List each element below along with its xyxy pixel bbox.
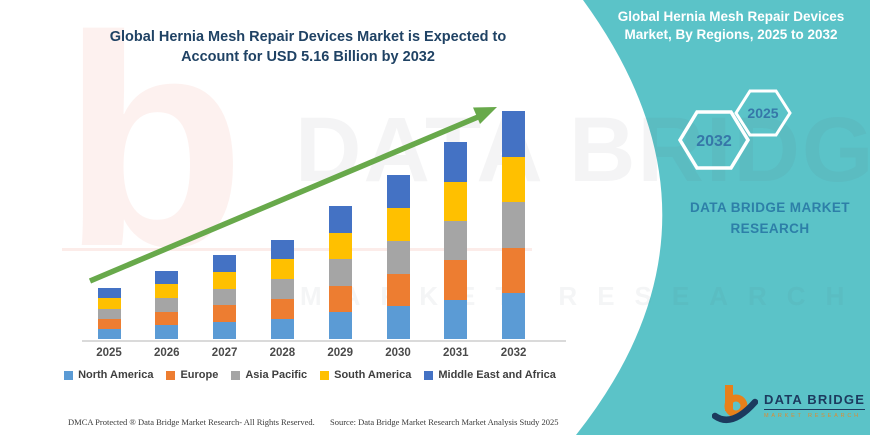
legend-swatch-europe: [166, 370, 176, 380]
side-panel-brand-line1: DATA BRIDGE MARKET: [690, 200, 850, 215]
databridge-logo-text: DATA BRIDGE MARKET RESEARCH: [764, 392, 866, 419]
side-panel-brand-line2: RESEARCH: [730, 220, 810, 236]
legend-label-middle-east-and-africa: Middle East and Africa: [438, 369, 556, 381]
hexagon-2025: [734, 89, 792, 137]
bar-segment-north-america-2028: [270, 319, 294, 339]
bar-segment-asia-pacific-2032: [502, 202, 526, 248]
bar-segment-north-america-2025: [97, 328, 121, 339]
bar-segment-south-america-2027: [213, 271, 237, 289]
chart-legend: North America Europe Asia Pacific South Ame…: [58, 369, 562, 381]
chart-title-line1: Global Hernia Mesh Repair Devices Market…: [109, 29, 507, 45]
x-axis-label-2027: 2027: [211, 347, 238, 359]
x-axis-label-2025: 2025: [96, 347, 122, 359]
footer-source-text: Source: Data Bridge Market Research Mark…: [330, 417, 559, 427]
databridge-logo-icon: [712, 385, 758, 423]
bar-2028: [270, 239, 294, 339]
bar-segment-south-america-2025: [97, 298, 121, 309]
x-axis-label-2032: 2032: [500, 347, 527, 359]
x-axis-label-2026: 2026: [154, 347, 180, 359]
bar-segment-asia-pacific-2026: [155, 297, 179, 312]
bar-segment-europe-2031: [444, 260, 468, 300]
year-hexagons: 2032 2025: [677, 89, 792, 170]
x-axis-line: [82, 340, 566, 342]
x-axis-label-2030: 2030: [385, 347, 411, 359]
legend-label-south-america: South America: [334, 369, 412, 381]
legend-item-south-america: South America: [320, 369, 411, 381]
x-axis-label-2029: 2029: [327, 347, 353, 359]
x-axis-label-2028: 2028: [269, 347, 296, 359]
bar-segment-asia-pacific-2027: [213, 288, 237, 306]
bar-2025: [97, 288, 121, 339]
legend-item-asia-pacific: Asia Pacific: [231, 369, 307, 381]
hexagon-2032: [677, 110, 751, 170]
bar-segment-south-america-2026: [155, 284, 179, 298]
side-panel-heading-line1: Global Hernia Mesh Repair Devices: [617, 9, 845, 24]
bar-segment-europe-2025: [97, 318, 121, 329]
legend-item-north-america: North America: [64, 369, 153, 381]
bar-segment-south-america-2028: [270, 259, 294, 280]
side-panel-heading: Global Hernia Mesh Repair Devices Market…: [600, 8, 862, 44]
legend-swatch-north-america: [64, 370, 74, 380]
bar-segment-north-america-2026: [155, 325, 179, 339]
bar-segment-middle-east-and-africa-2030: [386, 175, 410, 209]
bar-2026: [155, 270, 179, 339]
databridge-logo-title: DATA BRIDGE: [764, 392, 866, 410]
x-axis-label-2031: 2031: [443, 347, 469, 359]
bar-segment-europe-2032: [502, 247, 526, 294]
side-panel-brand: DATA BRIDGE MARKET RESEARCH: [672, 198, 868, 240]
bar-segment-north-america-2029: [328, 312, 352, 339]
bar-segment-north-america-2027: [213, 322, 237, 339]
bar-segment-asia-pacific-2029: [328, 259, 352, 286]
bar-segment-europe-2028: [270, 299, 294, 320]
bar-segment-middle-east-and-africa-2027: [213, 255, 237, 272]
bar-segment-europe-2026: [155, 311, 179, 326]
bar-segment-europe-2030: [386, 273, 410, 307]
bar-segment-north-america-2032: [502, 293, 526, 339]
legend-swatch-asia-pacific: [231, 370, 241, 380]
legend-item-europe: Europe: [166, 369, 218, 381]
databridge-logo-subtitle: MARKET RESEARCH: [764, 412, 861, 419]
bar-segment-south-america-2030: [386, 208, 410, 241]
legend-swatch-middle-east-and-africa: [424, 370, 434, 380]
bar-segment-south-america-2029: [328, 232, 352, 260]
bar-2030: [386, 175, 410, 339]
bar-2031: [444, 142, 468, 339]
bar-segment-europe-2027: [213, 305, 237, 323]
bar-segment-middle-east-and-africa-2032: [502, 110, 526, 157]
bar-2027: [213, 255, 237, 339]
bar-segment-asia-pacific-2031: [444, 221, 468, 261]
side-panel-heading-line2: Market, By Regions, 2025 to 2032: [624, 26, 838, 42]
bar-segment-south-america-2032: [502, 156, 526, 203]
hexagon-2025-label: 2025: [747, 105, 778, 121]
legend-label-north-america: North America: [78, 369, 154, 381]
legend-label-asia-pacific: Asia Pacific: [245, 369, 308, 381]
bar-segment-north-america-2030: [386, 306, 410, 339]
bar-segment-europe-2029: [328, 285, 352, 313]
chart-title: Global Hernia Mesh Repair Devices Market…: [58, 27, 558, 68]
chart-title-line2: Account for USD 5.16 Billion by 2032: [181, 49, 435, 66]
bar-segment-asia-pacific-2025: [97, 308, 121, 319]
legend-label-europe: Europe: [180, 369, 219, 381]
bar-segment-asia-pacific-2030: [386, 240, 410, 274]
bar-segment-middle-east-and-africa-2029: [328, 206, 352, 233]
bar-segment-asia-pacific-2028: [270, 279, 294, 300]
bar-2029: [328, 206, 352, 339]
bar-segment-middle-east-and-africa-2028: [270, 239, 294, 260]
bar-segment-middle-east-and-africa-2026: [155, 270, 179, 285]
bar-segment-south-america-2031: [444, 181, 468, 221]
bar-segment-middle-east-and-africa-2031: [444, 142, 468, 182]
legend-swatch-south-america: [320, 370, 330, 380]
hexagon-2032-label: 2032: [696, 133, 732, 150]
footer-dmca-text: DMCA Protected ® Data Bridge Market Rese…: [68, 417, 315, 427]
databridge-logo: DATA BRIDGE MARKET RESEARCH: [712, 383, 866, 427]
legend-item-middle-east-and-africa: Middle East and Africa: [424, 369, 556, 381]
logo-swoosh: [712, 398, 758, 423]
bar-2032: [502, 110, 526, 339]
bar-segment-north-america-2031: [444, 299, 468, 339]
bar-segment-middle-east-and-africa-2025: [97, 288, 121, 299]
